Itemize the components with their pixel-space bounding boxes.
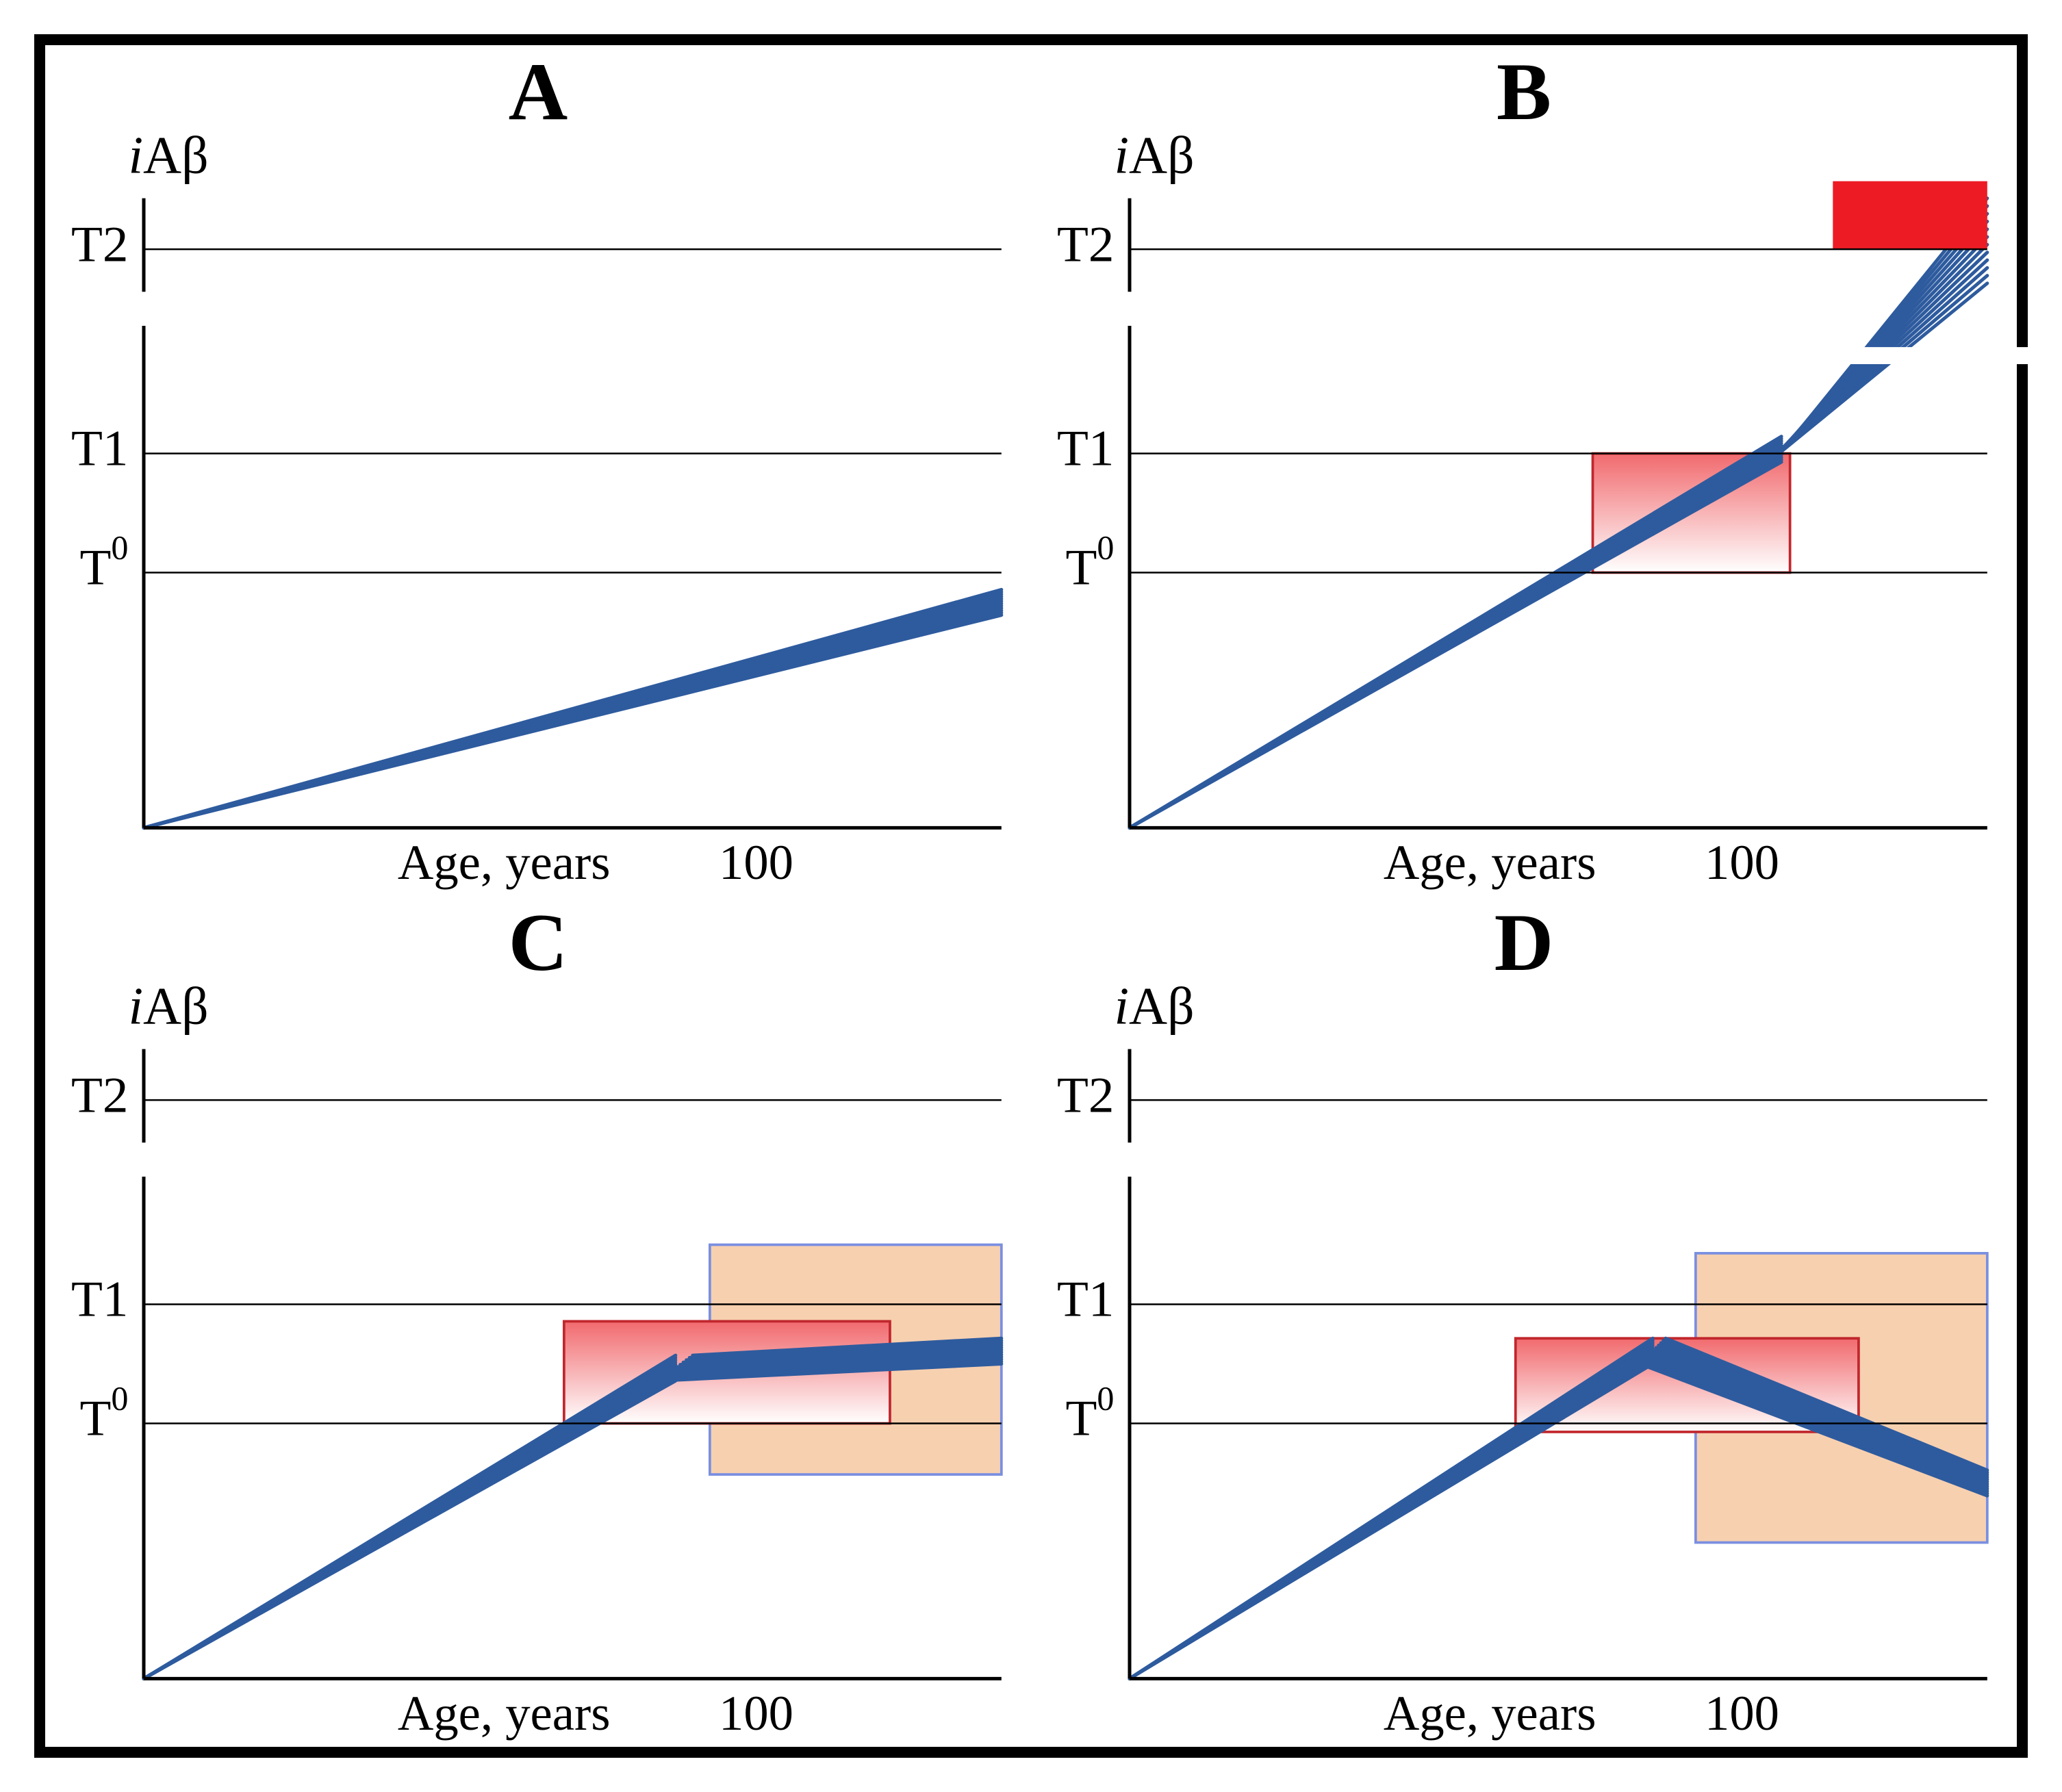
svg-text:100: 100 <box>1705 1686 1779 1741</box>
svg-text:Age, years: Age, years <box>398 1686 611 1741</box>
svg-text:T0: T0 <box>1065 529 1114 596</box>
svg-text:T2: T2 <box>71 1067 128 1124</box>
svg-text:iAβ: iAβ <box>1114 977 1194 1036</box>
svg-text:T1: T1 <box>1057 1271 1114 1328</box>
panel-d-title: D <box>1494 901 1554 984</box>
svg-text:iAβ: iAβ <box>1114 126 1194 185</box>
panel-c-plot: T2T1T0iAβ100Age, years <box>144 998 1002 1678</box>
panel-a-title: A <box>509 51 568 133</box>
panel-b: B T2T1T0iAβ100Age, years <box>1031 45 2017 896</box>
svg-text:T2: T2 <box>1057 216 1114 273</box>
panel-a: A T2T1T0iAβ100Age, years <box>45 45 1031 896</box>
svg-text:T2: T2 <box>71 216 128 273</box>
figure-grid: A T2T1T0iAβ100Age, years B T2T1T0iAβ100A… <box>45 45 2017 1747</box>
page: A T2T1T0iAβ100Age, years B T2T1T0iAβ100A… <box>0 0 2062 1792</box>
panel-c: C T2T1T0iAβ100Age, years <box>45 896 1031 1747</box>
figure-frame: A T2T1T0iAβ100Age, years B T2T1T0iAβ100A… <box>34 34 2028 1758</box>
svg-text:iAβ: iAβ <box>128 977 208 1036</box>
svg-text:T2: T2 <box>1057 1067 1114 1124</box>
svg-text:Age, years: Age, years <box>398 835 611 890</box>
svg-text:T0: T0 <box>79 1380 128 1447</box>
svg-text:T1: T1 <box>71 420 128 477</box>
svg-text:Age, years: Age, years <box>1384 1686 1596 1741</box>
svg-text:T1: T1 <box>71 1271 128 1328</box>
panel-c-title: C <box>509 901 568 984</box>
svg-text:100: 100 <box>719 835 793 890</box>
panel-d-plot: T2T1T0iAβ100Age, years <box>1130 998 1987 1678</box>
panel-d: D T2T1T0iAβ100Age, years <box>1031 896 2017 1747</box>
svg-text:T0: T0 <box>79 529 128 596</box>
panel-b-title: B <box>1497 51 1551 133</box>
svg-text:T1: T1 <box>1057 420 1114 477</box>
panel-a-plot: T2T1T0iAβ100Age, years <box>144 147 1002 828</box>
svg-text:100: 100 <box>719 1686 793 1741</box>
svg-text:T0: T0 <box>1065 1380 1114 1447</box>
svg-text:iAβ: iAβ <box>128 126 208 185</box>
svg-text:100: 100 <box>1705 835 1779 890</box>
panel-b-plot: T2T1T0iAβ100Age, years <box>1130 147 1987 828</box>
svg-text:Age, years: Age, years <box>1384 835 1596 890</box>
